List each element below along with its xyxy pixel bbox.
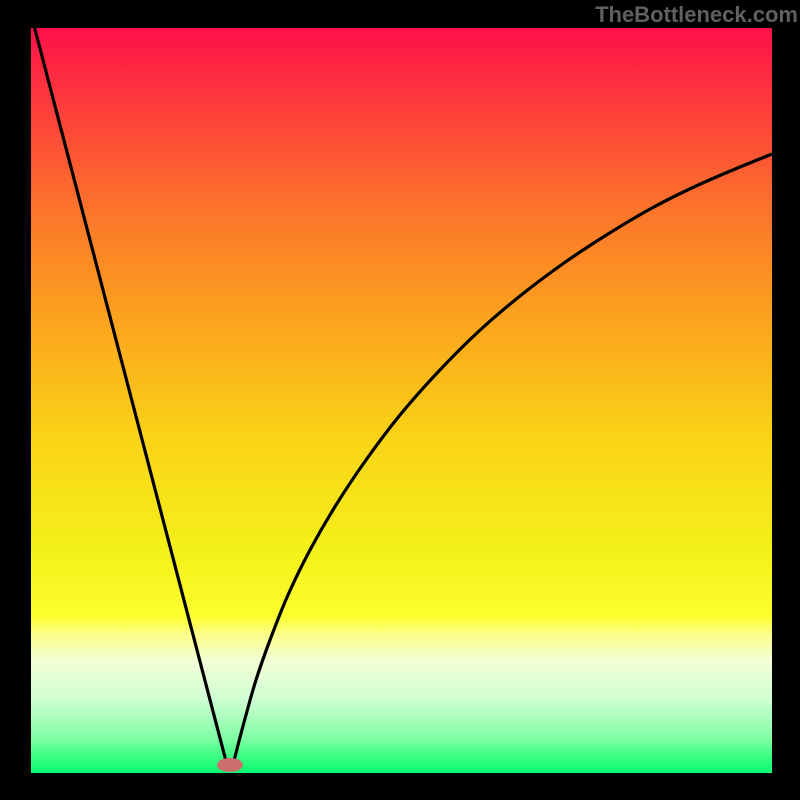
plot-area (31, 28, 772, 773)
gradient-background (31, 28, 772, 773)
chart-svg (0, 0, 800, 800)
minimum-marker (217, 758, 243, 772)
watermark-text: TheBottleneck.com (595, 2, 798, 28)
chart-container: TheBottleneck.com (0, 0, 800, 800)
